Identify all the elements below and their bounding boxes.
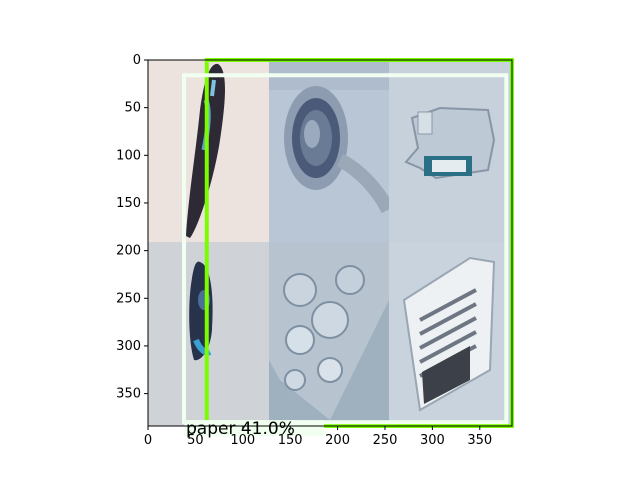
y-tick-label: 250: [116, 291, 141, 306]
x-tick-label: 200: [325, 433, 350, 448]
y-tick-label: 0: [133, 53, 141, 68]
y-tick-label: 300: [116, 339, 141, 354]
tile-broken-glass: [269, 242, 389, 426]
y-tick-label: 50: [124, 101, 141, 116]
detection-label-background: [184, 420, 325, 437]
x-tick-label: 0: [144, 433, 152, 448]
detection-label: paper 41.0%: [186, 419, 295, 439]
detection-layer: paper 41.0%: [182, 58, 514, 439]
x-axis-ticks: 0 50 100 150 200 250 300 350: [144, 426, 492, 448]
y-tick-label: 150: [116, 196, 141, 211]
image-panel: [148, 60, 512, 426]
axes-frame: [147, 59, 513, 427]
x-tick-label: 150: [278, 433, 303, 448]
x-tick-label: 250: [373, 433, 398, 448]
y-axis-ticks: 0 50 100 150 200 250 300 350: [116, 53, 148, 402]
tile-crushed-plastic-bottle: [389, 60, 512, 242]
y-tick-label: 200: [116, 244, 141, 259]
detection-box-white: [182, 73, 509, 425]
x-tick-label: 100: [230, 433, 255, 448]
x-tick-label: 300: [420, 433, 445, 448]
y-tick-label: 350: [116, 387, 141, 402]
x-tick-label: 50: [187, 433, 204, 448]
x-tick-label: 350: [467, 433, 492, 448]
tile-glass-bottle-bottom: [269, 60, 395, 242]
y-tick-label: 100: [116, 148, 141, 163]
tile-newspaper: [389, 242, 512, 426]
